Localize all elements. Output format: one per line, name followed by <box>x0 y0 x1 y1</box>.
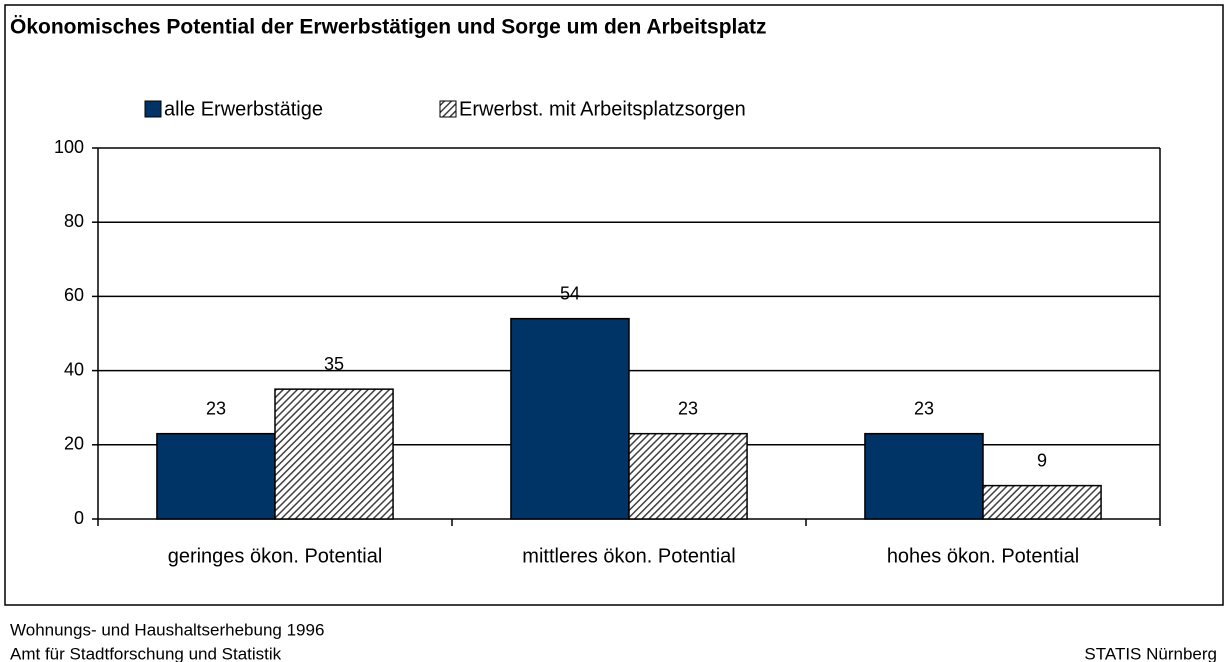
y-tick-label: 80 <box>64 211 84 231</box>
x-tick-label: geringes ökon. Potential <box>168 545 383 567</box>
value-label: 54 <box>560 283 580 303</box>
x-tick-label: hohes ökon. Potential <box>887 545 1079 567</box>
value-label: 35 <box>324 354 344 374</box>
source: Amt für Stadtforschung und Statistik <box>10 644 282 662</box>
bar <box>628 432 748 520</box>
chart-title: Ökonomisches Potential der Erwerbstätige… <box>10 16 767 39</box>
frame <box>4 4 1224 606</box>
bar <box>510 317 630 520</box>
bar <box>274 388 394 520</box>
bar <box>864 432 984 520</box>
y-tick-label: 60 <box>64 285 84 305</box>
source: Wohnungs- und Haushaltserhebung 1996 <box>10 620 324 639</box>
y-tick-label: 100 <box>54 137 84 157</box>
x-tick-label: mittleres ökon. Potential <box>522 545 735 567</box>
value-label: 9 <box>1037 450 1047 470</box>
value-label: 23 <box>206 398 226 418</box>
legend-swatch <box>144 100 162 118</box>
y-tick-label: 40 <box>64 359 84 379</box>
y-tick-label: 0 <box>74 508 84 528</box>
value-label: 23 <box>678 398 698 418</box>
bar <box>982 484 1102 520</box>
y-tick-label: 20 <box>64 434 84 454</box>
legend-label: alle Erwerbstätige <box>164 98 323 120</box>
credit: STATIS Nürnberg <box>1084 644 1217 662</box>
legend-label: Erwerbst. mit Arbeitsplatzsorgen <box>459 98 746 120</box>
bar <box>156 432 276 520</box>
value-label: 23 <box>914 398 934 418</box>
legend-swatch <box>439 100 457 118</box>
